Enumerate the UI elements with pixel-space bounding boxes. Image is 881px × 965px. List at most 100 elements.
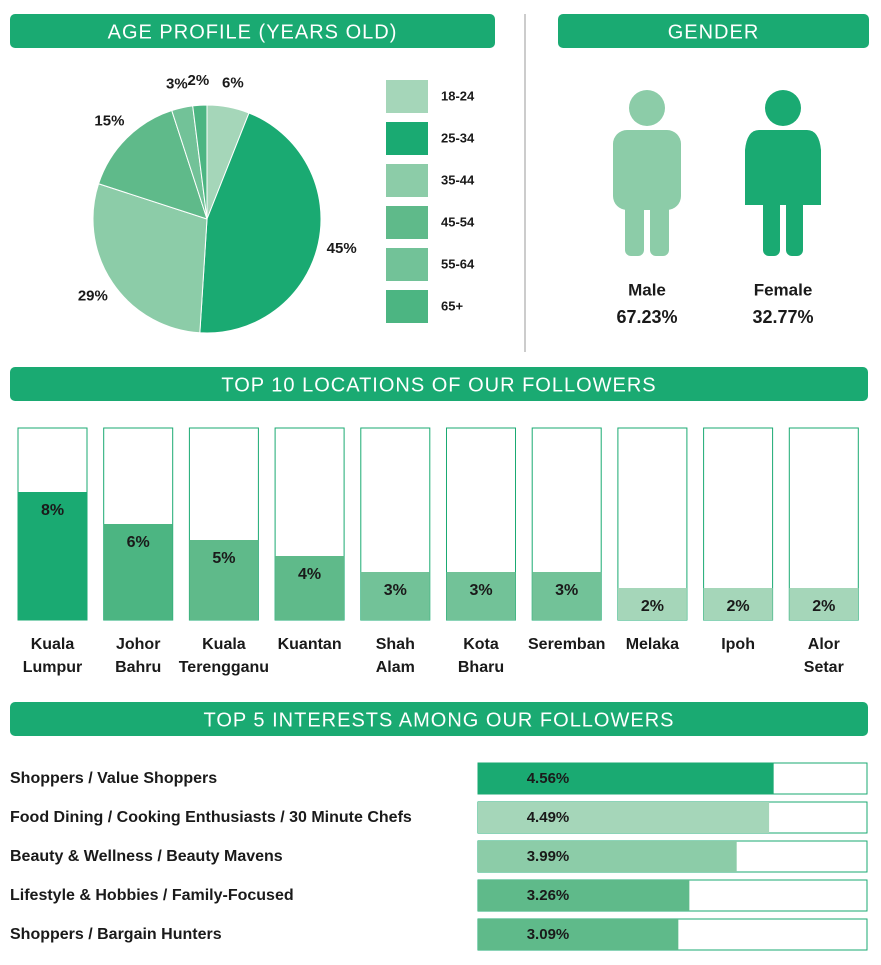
bar xyxy=(617,588,687,620)
bar xyxy=(703,588,773,620)
category-line: Bahru xyxy=(115,659,161,676)
icon-leg xyxy=(625,190,644,256)
bar xyxy=(189,540,259,620)
category-line: Shah xyxy=(376,636,415,653)
icon-body xyxy=(613,130,681,210)
bar xyxy=(18,492,87,620)
bar xyxy=(532,572,602,620)
category-line: Ipoh xyxy=(721,636,755,653)
icon-leg xyxy=(786,195,803,256)
legend-label: 45-54 xyxy=(441,214,475,229)
slice-label: 3% xyxy=(166,75,188,92)
gender-value: 67.23% xyxy=(616,307,677,327)
bar-label: 2% xyxy=(641,598,664,615)
section-title: GENDER xyxy=(668,21,760,43)
pie-slice xyxy=(97,109,208,220)
icon-leg xyxy=(650,190,669,256)
category-label: Kuantan xyxy=(278,636,342,653)
legend-swatch xyxy=(386,290,428,323)
bar-label: 3% xyxy=(555,582,578,599)
female-icon xyxy=(745,90,821,256)
section-title: AGE PROFILE (YEARS OLD) xyxy=(108,21,398,43)
section-header xyxy=(10,367,868,401)
category-line: Setar xyxy=(804,659,844,676)
bar xyxy=(478,763,774,794)
legend-swatch xyxy=(386,80,428,113)
icon-head xyxy=(629,90,665,126)
legend-label: 18-24 xyxy=(441,88,475,103)
category-line: Melaka xyxy=(626,636,679,653)
category-line: Kuala xyxy=(31,636,75,653)
category-label: Kuala Terengganu xyxy=(179,636,269,676)
interest-label: Food Dining / Cooking Enthusiasts / 30 M… xyxy=(10,809,412,826)
category-label: Melaka xyxy=(626,636,679,653)
category-line: Seremban xyxy=(528,636,605,653)
category-label: Seremban xyxy=(528,636,605,653)
bar xyxy=(103,524,173,620)
category-line: Kuala xyxy=(202,636,246,653)
category-line: Terengganu xyxy=(179,659,269,676)
section-header xyxy=(10,702,868,736)
pie-slice xyxy=(92,183,208,334)
section-title: TOP 10 LOCATIONS OF OUR FOLLOWERS xyxy=(221,374,656,396)
category-line: Johor xyxy=(116,636,160,653)
bar xyxy=(478,802,770,833)
slice-label: 6% xyxy=(222,74,244,91)
gender-label: Female xyxy=(754,280,813,299)
bar-label: 4.56% xyxy=(527,770,570,787)
bar-label: 3.99% xyxy=(527,848,570,865)
bar-label: 5% xyxy=(212,550,235,567)
bar-label: 4% xyxy=(298,566,321,583)
category-label: Shah Alam xyxy=(376,636,415,676)
icon-head xyxy=(765,90,801,126)
icon-dress xyxy=(745,130,821,205)
pie-slice xyxy=(192,104,208,220)
section-title: TOP 5 INTERESTS AMONG OUR FOLLOWERS xyxy=(203,709,674,731)
category-line: Bharu xyxy=(458,659,504,676)
legend-swatch xyxy=(386,164,428,197)
legend-label: 35-44 xyxy=(441,172,475,187)
legend-label: 25-34 xyxy=(441,130,475,145)
interest-label: Shoppers / Bargain Hunters xyxy=(10,926,222,943)
bar xyxy=(478,919,679,950)
category-label: Johor Bahru xyxy=(115,636,161,676)
category-label: Kuala Lumpur xyxy=(23,636,83,676)
icon-leg xyxy=(763,195,780,256)
category-line: Kota xyxy=(463,636,499,653)
bar-label: 3.26% xyxy=(527,887,570,904)
bar-label: 3% xyxy=(469,582,492,599)
interest-label: Lifestyle & Hobbies / Family-Focused xyxy=(10,887,294,904)
slice-label: 15% xyxy=(94,112,124,129)
category-label: Kota Bharu xyxy=(458,636,504,676)
category-line: Lumpur xyxy=(23,659,83,676)
male-icon xyxy=(613,90,681,256)
legend-label: 65+ xyxy=(441,298,463,313)
bar xyxy=(275,556,345,620)
slice-label: 29% xyxy=(78,288,108,305)
bar xyxy=(478,880,690,911)
section-header xyxy=(10,14,495,48)
gender-label: Male xyxy=(628,280,666,299)
bar-label: 3.09% xyxy=(527,926,570,943)
bar-label: 4.49% xyxy=(527,809,570,826)
legend-label: 55-64 xyxy=(441,256,475,271)
bar-label: 6% xyxy=(127,534,150,551)
category-label: Ipoh xyxy=(721,636,755,653)
category-label: Alor Setar xyxy=(804,636,844,676)
slice-label: 2% xyxy=(187,72,209,89)
bar xyxy=(789,588,859,620)
gender-value: 32.77% xyxy=(752,307,813,327)
bar-label: 2% xyxy=(812,598,835,615)
category-line: Alam xyxy=(376,659,415,676)
slice-label: 45% xyxy=(327,240,357,257)
legend-swatch xyxy=(386,206,428,239)
category-line: Alor xyxy=(808,636,840,653)
bar xyxy=(478,841,737,872)
interest-label: Shoppers / Value Shoppers xyxy=(10,770,217,787)
bar-label: 2% xyxy=(727,598,750,615)
bar-label: 3% xyxy=(384,582,407,599)
legend-swatch xyxy=(386,122,428,155)
legend-swatch xyxy=(386,248,428,281)
pie-slice xyxy=(199,112,322,334)
